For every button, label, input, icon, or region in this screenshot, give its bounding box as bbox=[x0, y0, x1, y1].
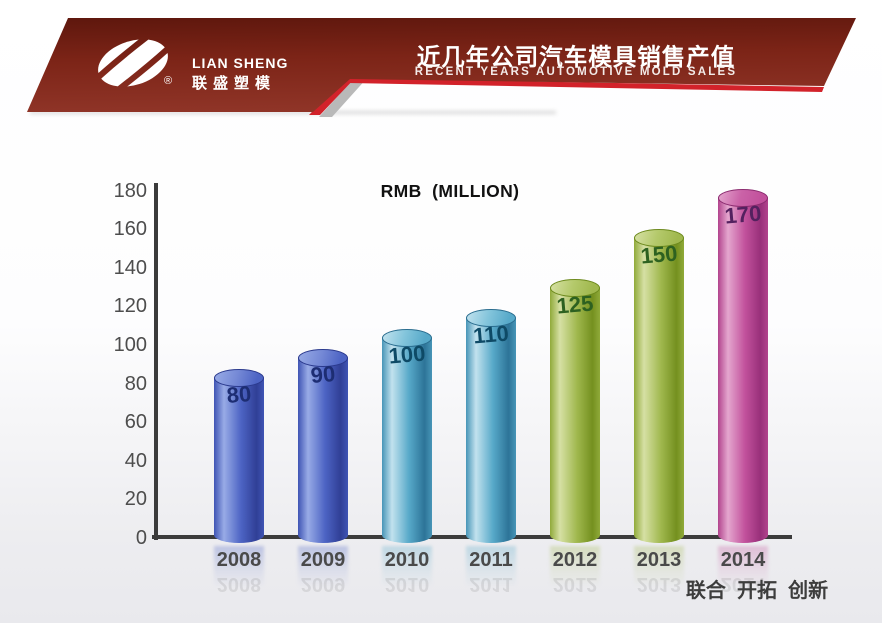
bar-cylinder bbox=[634, 238, 684, 543]
y-axis-line bbox=[154, 183, 158, 540]
bar-reflection bbox=[382, 546, 432, 588]
x-tick-label-reflection: 2011 bbox=[469, 573, 513, 595]
footer-slogan: 联合 开拓 创新 bbox=[685, 580, 829, 602]
bar-reflection bbox=[214, 546, 264, 588]
y-tick-label: 180 bbox=[113, 179, 147, 202]
bar-value-label: 100 bbox=[387, 340, 427, 369]
bar-cylinder bbox=[298, 358, 348, 543]
x-tick-label: 2014 bbox=[720, 549, 766, 571]
x-tick-label-reflection: 2008 bbox=[216, 573, 262, 595]
bar-value-label: 110 bbox=[472, 320, 510, 349]
bar-value-label: 125 bbox=[555, 290, 595, 319]
x-tick-label: 2012 bbox=[552, 549, 598, 571]
bar-reflection bbox=[634, 546, 684, 588]
y-tick-label: 40 bbox=[124, 449, 147, 472]
bar-value-label: 90 bbox=[309, 360, 337, 389]
bar-top-ellipse bbox=[382, 329, 432, 347]
logo-company-name-cn: 联盛塑模 bbox=[192, 75, 277, 92]
page-subtitle: RECENT YEARS AUTOMOTIVE MOLD SALES bbox=[414, 66, 738, 78]
y-tick-label: 120 bbox=[113, 295, 147, 318]
bar-reflection bbox=[718, 546, 768, 588]
page-title: 近几年公司汽车模具销售产值 bbox=[416, 44, 736, 70]
lian-sheng-swirl-icon bbox=[74, 14, 192, 112]
y-tick-label: 80 bbox=[124, 372, 147, 395]
y-tick-label: 160 bbox=[113, 218, 147, 241]
registered-mark: ® bbox=[164, 75, 172, 87]
x-tick-label: 2013 bbox=[636, 549, 682, 571]
bar-reflection bbox=[550, 546, 600, 588]
chart-title: RMB (MILLION) bbox=[380, 181, 520, 201]
bar-cylinder bbox=[718, 198, 768, 543]
bar-value-label: 80 bbox=[225, 380, 253, 409]
x-tick-label: 2009 bbox=[300, 549, 346, 571]
bar-top-ellipse bbox=[214, 369, 264, 387]
x-tick-label: 2008 bbox=[216, 549, 262, 571]
banner-gray-stripe bbox=[319, 77, 368, 117]
y-tick-label: 20 bbox=[124, 488, 147, 511]
bar-cylinder bbox=[466, 318, 516, 543]
banner-red-diagonal-stripe bbox=[309, 77, 356, 115]
bar-top-ellipse bbox=[634, 229, 684, 247]
banner-red-underline bbox=[348, 78, 824, 92]
x-tick-label-reflection: 2010 bbox=[384, 573, 430, 595]
bar-top-ellipse bbox=[718, 189, 768, 207]
bar-top-ellipse bbox=[550, 279, 600, 297]
x-tick-label: 2010 bbox=[384, 549, 430, 571]
y-tick-label: 0 bbox=[135, 527, 147, 549]
y-tick-label: 100 bbox=[113, 334, 147, 356]
bar-cylinder bbox=[550, 288, 600, 543]
bar-reflection bbox=[298, 546, 348, 588]
logo-company-name-en: LIAN SHENG bbox=[192, 55, 289, 71]
bar-cylinder bbox=[382, 338, 432, 543]
x-tick-label: 2011 bbox=[469, 549, 513, 571]
header-banner: ® bbox=[27, 14, 856, 117]
y-tick-label: 60 bbox=[124, 411, 147, 434]
bar-top-ellipse bbox=[466, 309, 516, 327]
x-tick-label-reflection: 2012 bbox=[552, 573, 598, 595]
bar-top-ellipse bbox=[298, 349, 348, 367]
bar-value-label: 170 bbox=[723, 200, 763, 229]
bar-reflection bbox=[466, 546, 516, 588]
banner-body bbox=[27, 18, 856, 112]
bar-cylinder bbox=[214, 378, 264, 543]
x-tick-label-reflection: 2009 bbox=[300, 573, 346, 595]
y-tick-label: 140 bbox=[113, 256, 147, 279]
bar-value-label: 150 bbox=[639, 240, 679, 269]
